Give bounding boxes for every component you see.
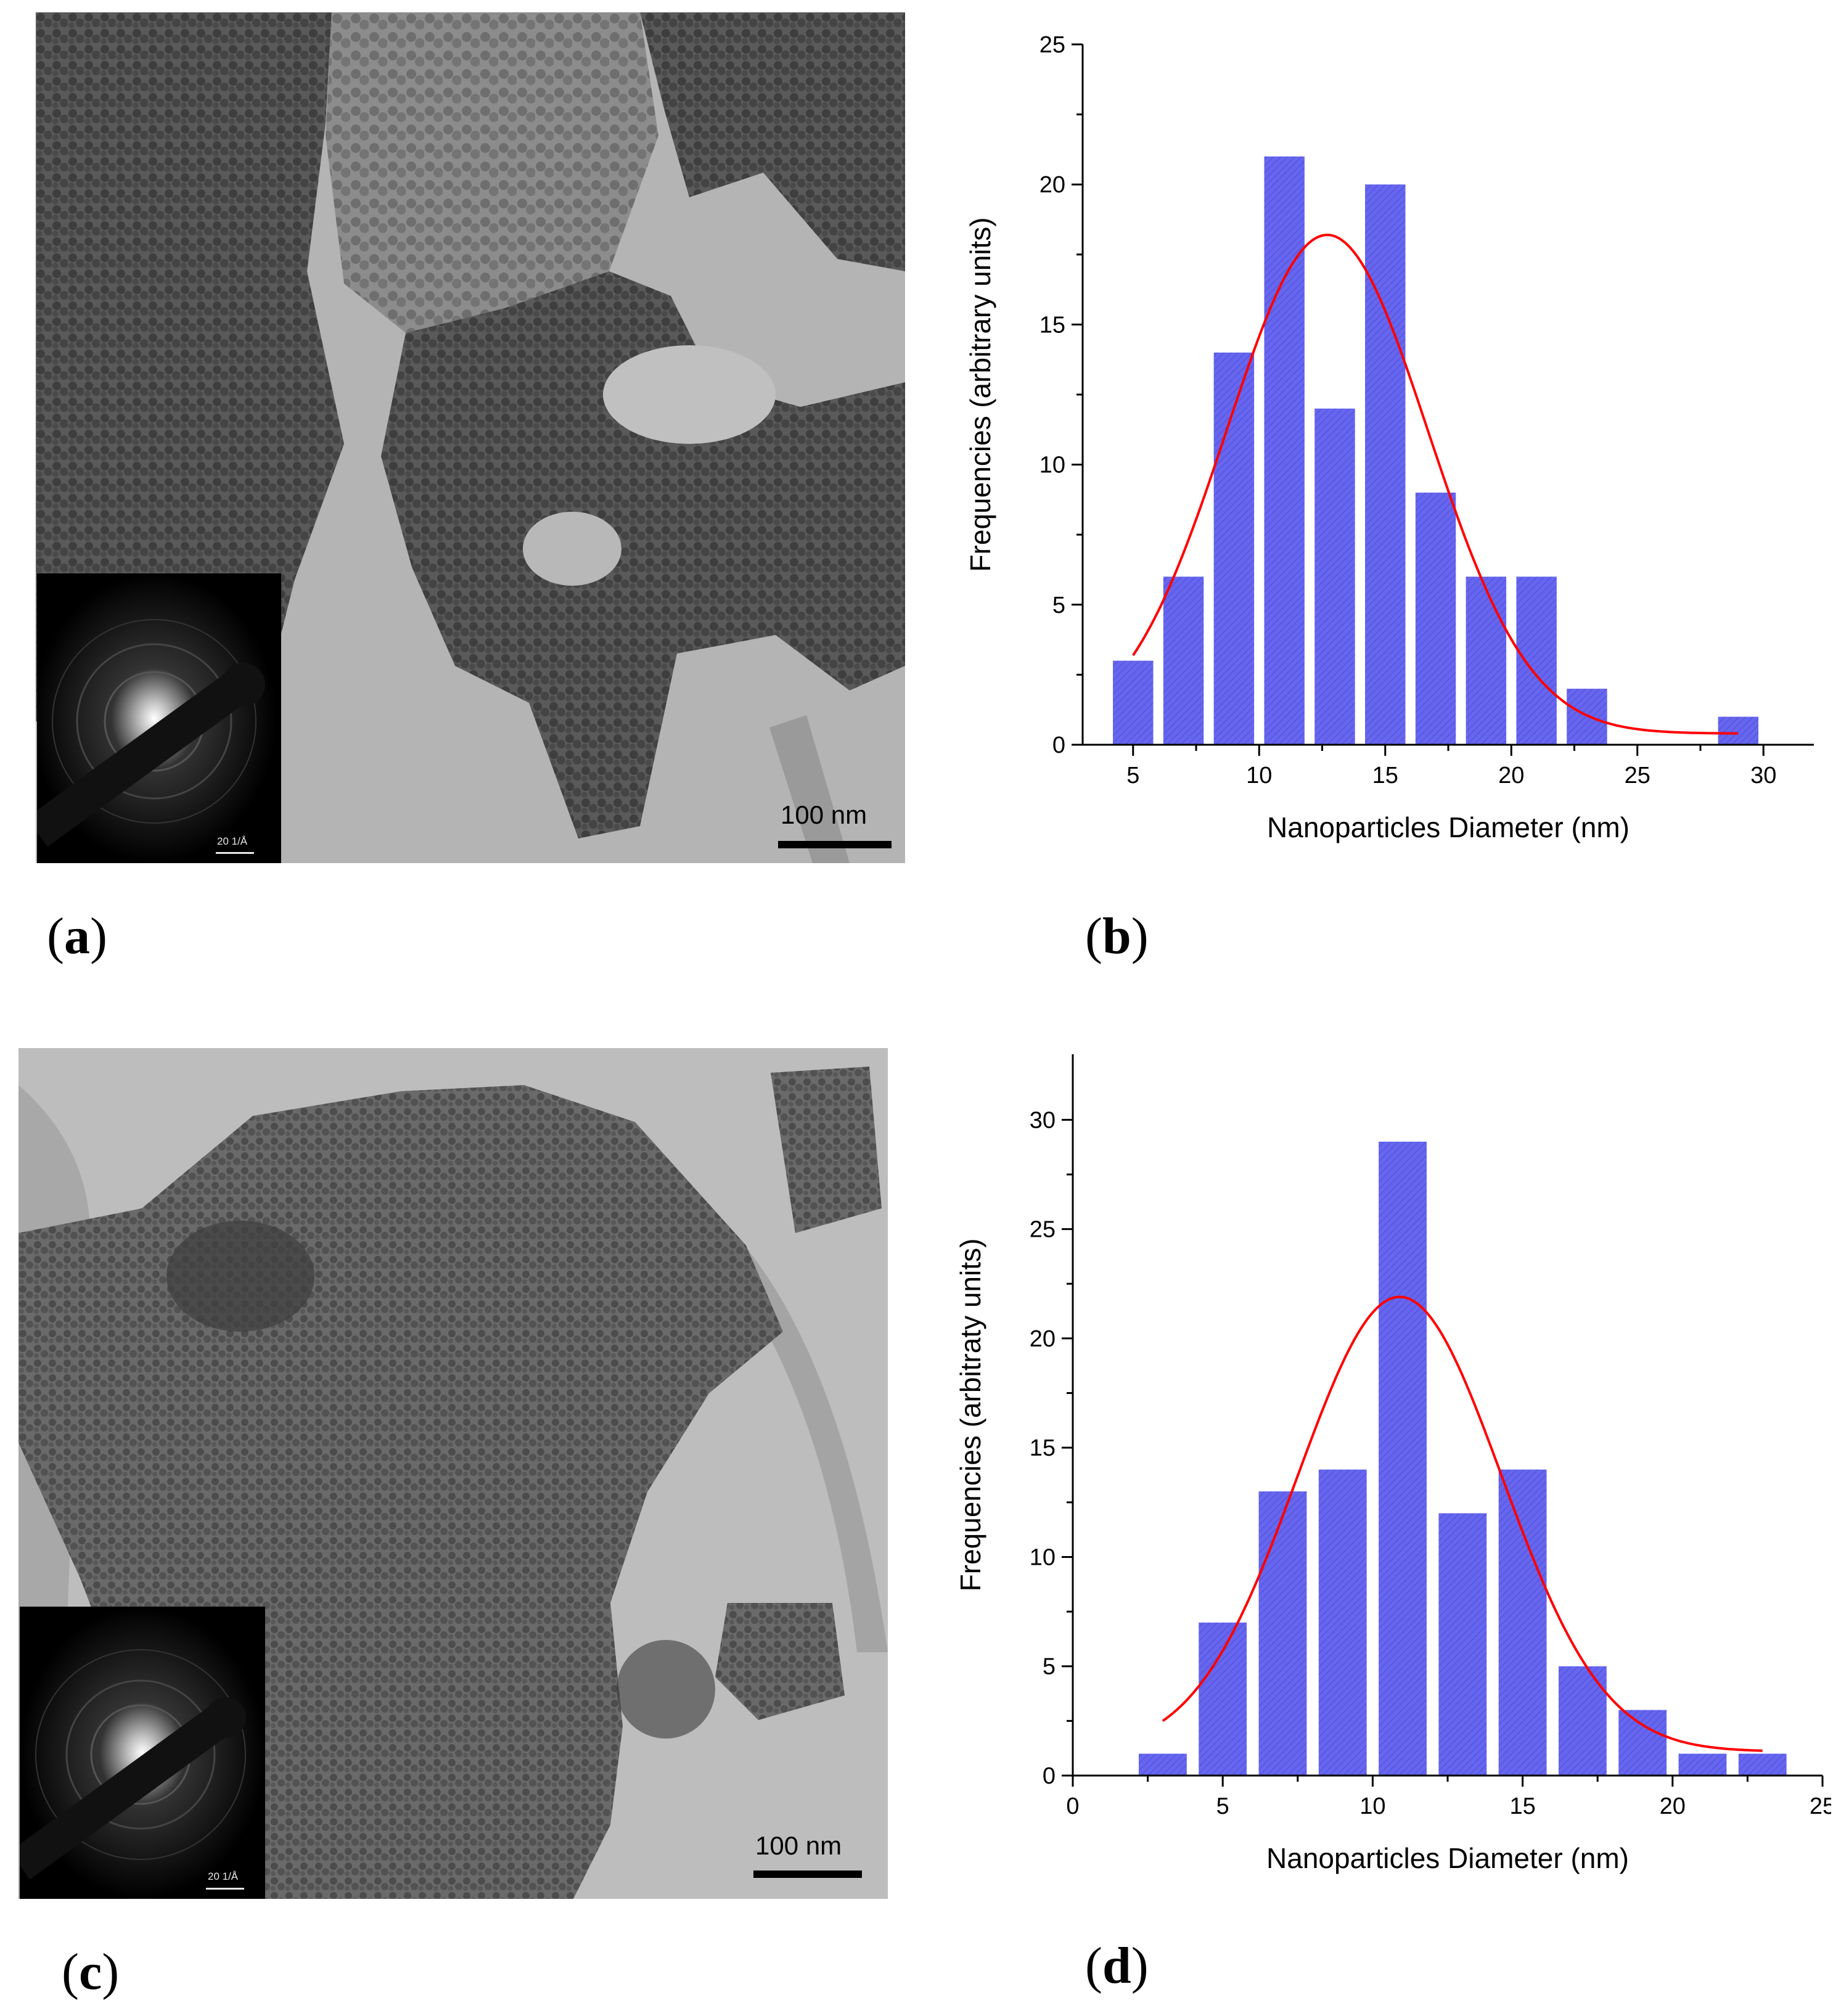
bar-b-6 — [1415, 493, 1456, 745]
x-axis-label-b: Nanoparticles Diameter (nm) — [1267, 811, 1630, 843]
bar-b-1 — [1163, 576, 1204, 745]
saed-inset-a: 20 1/Å — [37, 573, 281, 863]
x-tick-label-d-4: 20 — [1660, 1793, 1686, 1819]
x-tick-label-d-0: 0 — [1066, 1793, 1079, 1819]
bar-d-6 — [1498, 1469, 1547, 1776]
x-axis-label-d: Nanoparticles Diameter (nm) — [1266, 1842, 1629, 1874]
x-tick-label-b-2: 15 — [1372, 763, 1398, 789]
bar-b-10 — [1718, 716, 1759, 745]
bar-b-3 — [1264, 156, 1305, 745]
bar-b-8 — [1516, 576, 1557, 745]
panel-label-d: (d) — [1085, 1937, 1149, 1994]
inset-scale-label-c: 20 1/Å — [208, 1871, 239, 1882]
y-axis-label-d: Frequencies (arbitraty units) — [954, 1239, 986, 1592]
scale-bar-label-a: 100 nm — [781, 800, 867, 829]
y-tick-label-b-0: 0 — [1052, 732, 1065, 758]
bar-d-8 — [1618, 1710, 1667, 1776]
bar-b-2 — [1213, 352, 1255, 745]
x-tick-label-b-0: 5 — [1126, 763, 1139, 789]
x-tick-label-d-5: 25 — [1810, 1793, 1831, 1819]
bar-d-9 — [1678, 1753, 1727, 1776]
y-tick-label-b-5: 25 — [1039, 32, 1065, 58]
bar-d-0 — [1139, 1753, 1187, 1776]
bar-d-10 — [1738, 1753, 1787, 1776]
y-tick-label-d-2: 10 — [1030, 1544, 1056, 1570]
bar-b-0 — [1113, 660, 1154, 745]
y-tick-label-d-3: 15 — [1030, 1435, 1056, 1461]
x-tick-label-d-2: 10 — [1359, 1793, 1385, 1819]
inset-scale-label-a: 20 1/Å — [217, 835, 248, 847]
saed-inset-c: 20 1/Å — [20, 1607, 265, 1899]
bar-b-5 — [1365, 184, 1406, 745]
y-tick-label-b-1: 5 — [1052, 592, 1065, 618]
fit-curve-b — [1132, 233, 1739, 735]
y-axis-label-b: Frequencies (arbitrary units) — [964, 217, 996, 572]
bar-d-1 — [1199, 1622, 1247, 1776]
bar-d-3 — [1318, 1469, 1367, 1776]
diffraction-pattern-c — [20, 1607, 265, 1899]
y-tick-label-b-2: 10 — [1039, 453, 1065, 478]
x-tick-label-b-5: 30 — [1750, 763, 1776, 789]
bar-b-4 — [1314, 408, 1355, 745]
x-tick-label-b-4: 25 — [1625, 763, 1650, 789]
y-tick-label-d-5: 25 — [1030, 1217, 1056, 1243]
panel-label-c: (c) — [62, 1943, 120, 2001]
diffraction-pattern-a — [37, 573, 281, 863]
histogram-b: 5 10 15 20 25 30 0 5 10 15 20 25 Nanoparticles Diame… — [964, 32, 1814, 843]
histogram-d: 0 5 10 15 20 25 0 5 10 15 20 25 30 Nanoparticles Diam… — [954, 1054, 1831, 1874]
x-tick-label-b-1: 10 — [1246, 763, 1272, 789]
bar-d-2 — [1258, 1491, 1307, 1776]
scale-bar-c — [753, 1871, 862, 1878]
bar-d-7 — [1558, 1666, 1607, 1776]
fit-curve-d — [1162, 1295, 1763, 1752]
scale-bar-a — [778, 841, 892, 848]
inset-scale-bar-c — [206, 1888, 244, 1890]
y-tick-label-d-4: 20 — [1030, 1326, 1056, 1352]
bar-b-7 — [1466, 576, 1507, 745]
x-tick-label-b-3: 20 — [1498, 763, 1524, 789]
inset-scale-bar-a — [216, 852, 254, 854]
y-tick-label-b-3: 15 — [1039, 312, 1065, 338]
y-tick-label-d-6: 30 — [1030, 1107, 1056, 1133]
x-tick-label-d-1: 5 — [1216, 1793, 1229, 1819]
panel-label-b: (b) — [1085, 908, 1149, 965]
panel-label-a: (a) — [47, 908, 107, 965]
y-tick-label-d-0: 0 — [1043, 1763, 1056, 1789]
y-tick-label-d-1: 5 — [1043, 1654, 1056, 1680]
scale-bar-label-c: 100 nm — [755, 1831, 842, 1860]
x-tick-label-d-3: 15 — [1509, 1793, 1535, 1819]
bar-d-5 — [1438, 1513, 1487, 1776]
y-tick-label-b-4: 20 — [1039, 172, 1065, 198]
bar-d-4 — [1379, 1141, 1427, 1776]
